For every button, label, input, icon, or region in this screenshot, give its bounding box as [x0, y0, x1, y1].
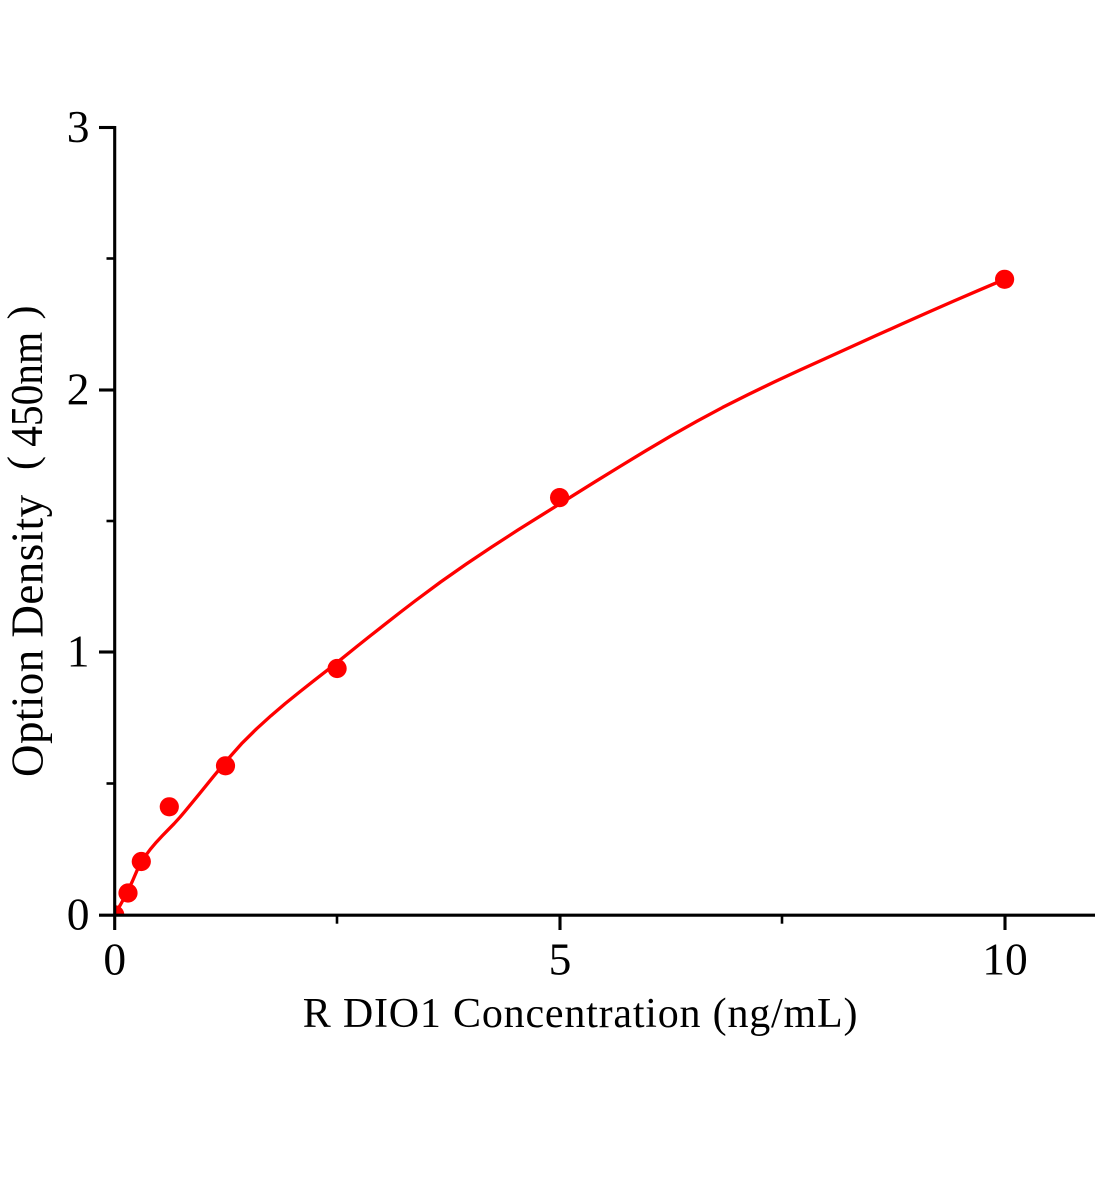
svg-text:(: (: [1, 456, 47, 470]
svg-text:0: 0: [103, 934, 126, 985]
svg-text:): ): [1, 306, 47, 320]
svg-text:10: 10: [982, 934, 1028, 985]
svg-text:0: 0: [67, 889, 90, 940]
svg-text:1: 1: [67, 626, 90, 677]
svg-text:Option Density: Option Density: [3, 494, 53, 777]
svg-text:2: 2: [67, 364, 90, 415]
svg-text:3: 3: [67, 101, 90, 152]
svg-text:450nm: 450nm: [2, 332, 52, 447]
svg-text:R DIO1 Concentration (ng/mL): R DIO1 Concentration (ng/mL): [303, 991, 858, 1037]
svg-text:5: 5: [549, 934, 572, 985]
